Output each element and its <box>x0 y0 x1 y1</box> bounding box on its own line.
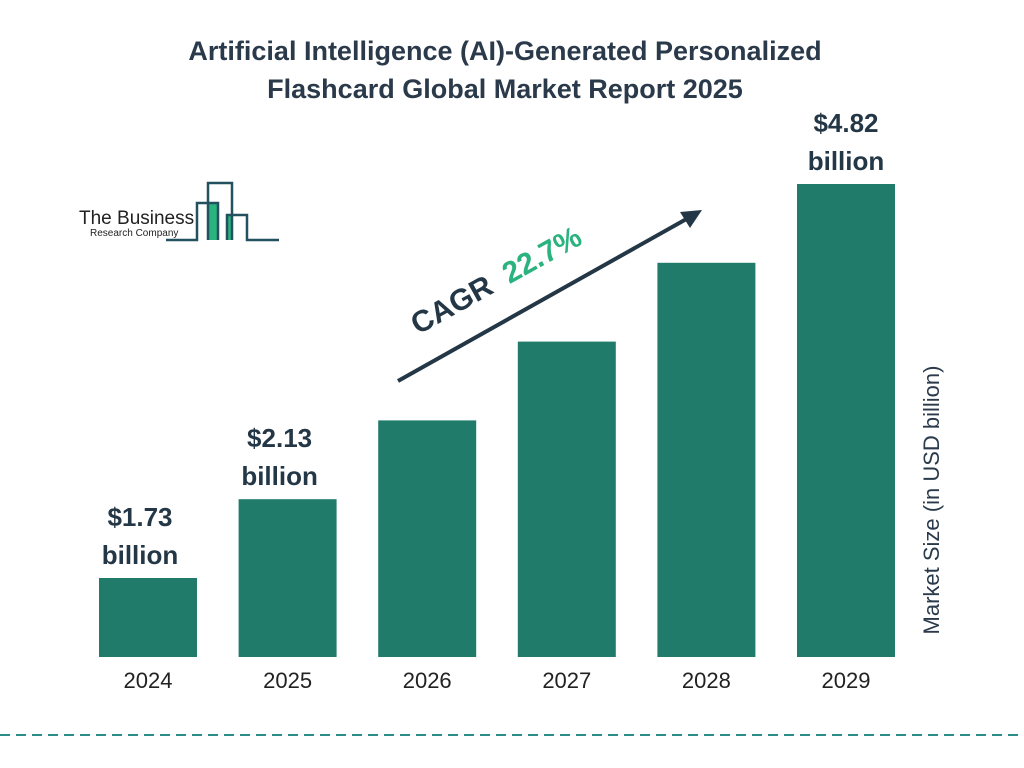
bar-2026 <box>378 420 477 657</box>
data-label-value: $4.82 <box>813 108 878 138</box>
logo-building-1 <box>166 201 220 242</box>
data-label-value: $1.73 <box>107 502 172 532</box>
x-tick-label: 2029 <box>822 668 871 693</box>
svg-text:CAGR 22.7%: CAGR 22.7% <box>405 220 587 341</box>
x-tick-label: 2027 <box>542 668 591 693</box>
logo-building-2 <box>206 181 234 240</box>
x-tick-label: 2028 <box>682 668 731 693</box>
cagr-arrow <box>397 215 691 383</box>
logo-bar-2 <box>227 215 232 240</box>
title-line-2: Flashcard Global Market Report 2025 <box>267 74 743 104</box>
data-label-unit: billion <box>102 540 179 570</box>
y-axis-label: Market Size (in USD billion) <box>919 365 944 635</box>
logo-bar-1 <box>208 203 218 240</box>
logo-text-2: Research Company <box>90 228 178 239</box>
bar-2029 <box>797 184 895 657</box>
data-label-value: $2.13 <box>247 423 312 453</box>
bar-2024 <box>99 578 197 657</box>
x-tick-label: 2025 <box>263 668 312 693</box>
bar-2027 <box>517 341 616 657</box>
bar-2028 <box>657 262 756 657</box>
logo-building-3 <box>225 213 279 242</box>
cagr-value: 22.7% <box>497 220 587 290</box>
title-line-1: Artificial Intelligence (AI)-Generated P… <box>188 36 822 66</box>
x-tick-label: 2026 <box>403 668 452 693</box>
chart-title: Artificial Intelligence (AI)-Generated P… <box>0 32 1010 108</box>
data-label-unit: billion <box>808 146 885 176</box>
x-tick-label: 2024 <box>124 668 173 693</box>
company-logo: The Business Research Company <box>79 181 279 242</box>
bar-2025 <box>238 499 337 657</box>
logo-text-1: The Business <box>79 208 194 229</box>
cagr-arrowhead-icon <box>680 210 702 228</box>
data-label-unit: billion <box>241 461 318 491</box>
